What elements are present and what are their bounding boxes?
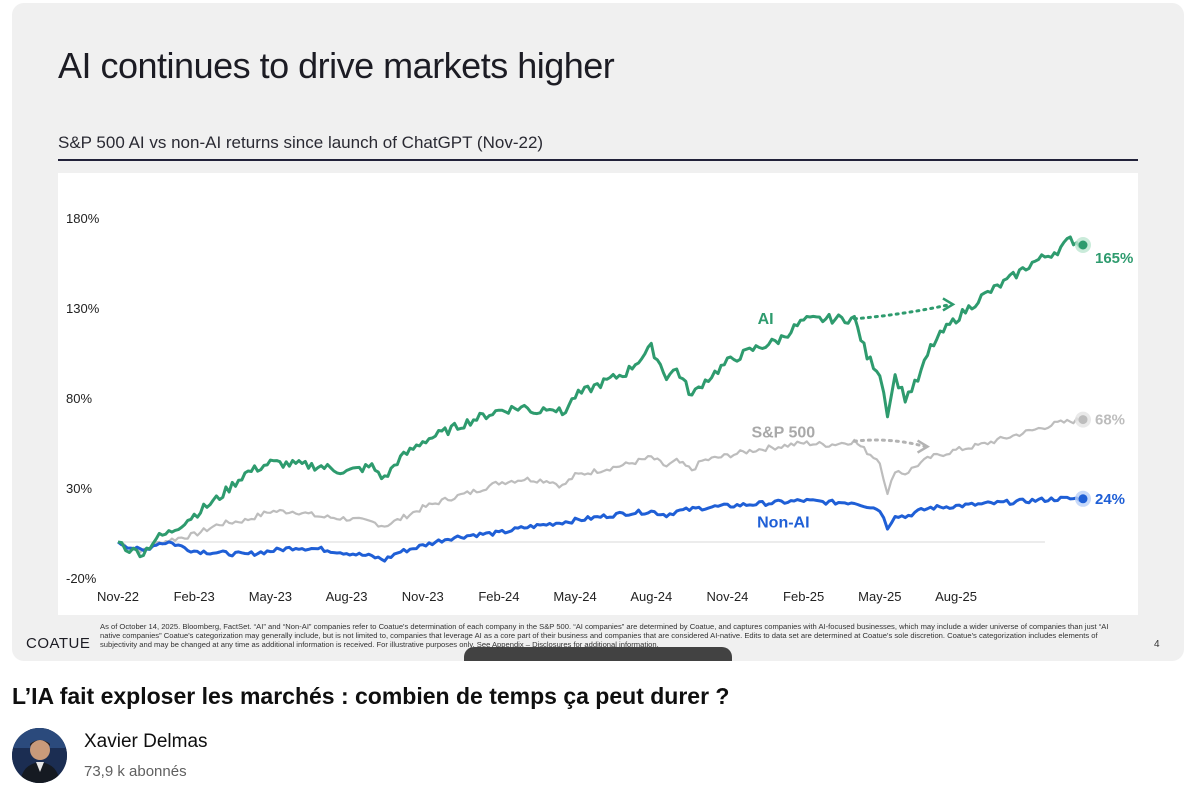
video-title: L’IA fait exploser les marchés : combien… (12, 683, 730, 709)
line-chart: 180% 130% 80% 30% -20%Nov-22 Feb-23 May-23 Aug-… (66, 211, 1133, 604)
x-tick-label: Nov-24 (707, 589, 749, 604)
ai-projection-arrow (852, 302, 953, 321)
sp500-projection-arrow (852, 438, 928, 449)
y-tick-label: 80% (66, 391, 92, 406)
coatue-logo: COATUE (26, 635, 91, 652)
y-tick-label: 180% (66, 211, 100, 226)
y-tick-label: 130% (66, 301, 100, 316)
subscriber-count: 73,9 k abonnés (84, 763, 187, 780)
footnote: As of October 14, 2025. Bloomberg, FactS… (100, 622, 1109, 649)
x-tick-label: May-23 (249, 589, 292, 604)
end-marker (1078, 240, 1088, 250)
x-tick-label: May-25 (858, 589, 901, 604)
y-tick-label: -20% (66, 571, 97, 586)
end-marker (1078, 415, 1088, 425)
channel-name[interactable]: Xavier Delmas (84, 731, 208, 752)
x-tick-label: Aug-24 (630, 589, 672, 604)
ai-series-line (117, 235, 1084, 559)
y-tick-label: 30% (66, 481, 92, 496)
channel-avatar[interactable] (12, 728, 67, 783)
x-tick-label: Nov-23 (402, 589, 444, 604)
chart-subtitle: S&P 500 AI vs non-AI returns since launc… (58, 133, 544, 152)
x-tick-label: May-24 (553, 589, 596, 604)
ai-projection-arrow-head (942, 297, 956, 312)
x-tick-label: Feb-24 (478, 589, 519, 604)
x-tick-label: Nov-22 (97, 589, 139, 604)
sp500-projection-arrow-head (916, 439, 930, 454)
page-number: 4 (1154, 639, 1160, 650)
end-marker (1078, 494, 1088, 504)
non-ai-series-label: Non-AI (757, 515, 809, 532)
x-tick-label: Aug-23 (326, 589, 368, 604)
x-tick-label: Aug-25 (935, 589, 977, 604)
slide-title: AI continues to drive markets higher (58, 45, 615, 86)
title-divider (58, 159, 1138, 161)
ai-series-label: AI (758, 311, 774, 328)
end-value-label: 68% (1095, 412, 1125, 429)
video-player[interactable]: AI continues to drive markets higher S&P… (12, 3, 1184, 661)
non-ai-series-line (117, 495, 1084, 563)
end-value-label: 24% (1095, 491, 1125, 508)
avatar-image (12, 728, 67, 783)
sp500-series-line (117, 417, 1084, 554)
end-value-label: 165% (1095, 250, 1133, 267)
player-controls-pill[interactable] (464, 647, 732, 661)
chart-area: 180% 130% 80% 30% -20% Nov-22 Feb-23 May-23 Aug-… (58, 173, 1138, 615)
x-tick-label: Feb-25 (783, 589, 824, 604)
x-tick-label: Feb-23 (174, 589, 215, 604)
sp500-series-label: S&P 500 (751, 425, 815, 442)
